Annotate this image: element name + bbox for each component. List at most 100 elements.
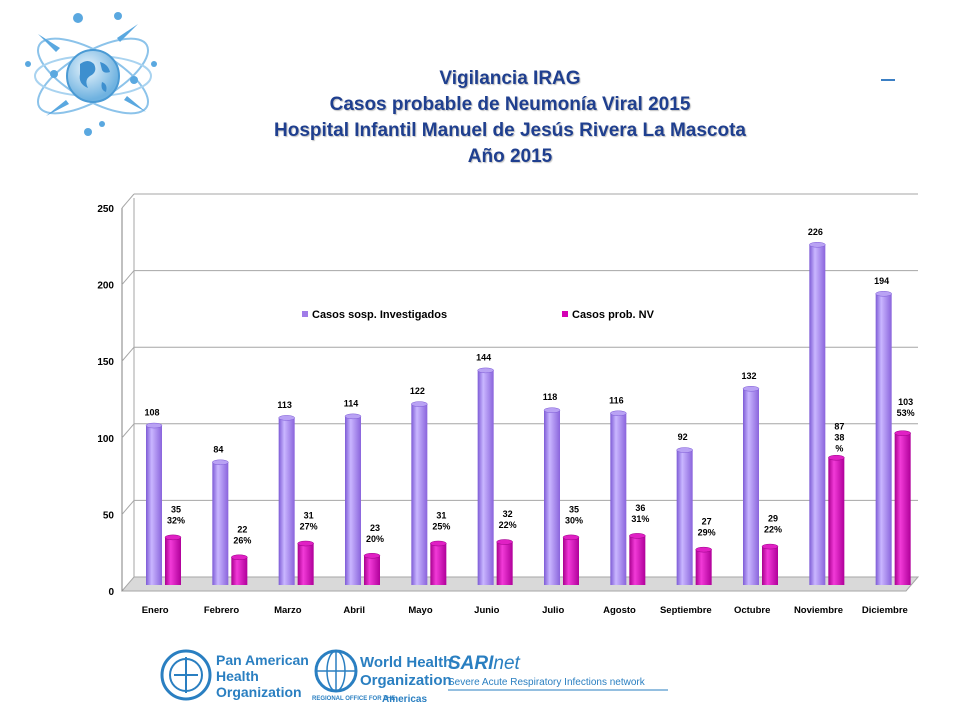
bar-prob-nv (165, 537, 181, 585)
bar-investigados (278, 417, 295, 585)
label-prob-nv: 29 (768, 514, 778, 524)
label-investigados: 194 (874, 276, 889, 286)
x-tick-label: Agosto (603, 605, 636, 616)
y-tick-label: 200 (97, 281, 114, 292)
bar-prob-nv-top (629, 533, 646, 539)
bar-prob-nv-top (164, 534, 182, 541)
gridline-diag (121, 346, 135, 362)
x-tick-label: Mayo (408, 605, 432, 616)
bar-investigados (676, 450, 693, 585)
bar-prob-nv (563, 537, 579, 585)
title-line-1: Vigilancia IRAG (439, 68, 581, 89)
label-prob-nv-percent: 29% (698, 528, 716, 538)
chart-floor (120, 576, 920, 592)
bar-investigados-top (809, 242, 826, 248)
y-tick-label: 50 (103, 510, 115, 521)
paho-emblem (160, 649, 212, 701)
label-investigados: 116 (609, 395, 624, 405)
bar-investigados-top (212, 459, 229, 466)
bar-investigados (212, 462, 229, 585)
x-tick-label: Junio (474, 605, 500, 616)
label-prob-nv: 22 (237, 524, 247, 534)
title-line-3: Hospital Infantil Manuel de Jesús Rivera… (274, 120, 746, 141)
bar-prob-nv (762, 546, 778, 585)
chart-title: Vigilancia IRAG Casos probable de Neumon… (0, 66, 960, 170)
x-tick-label: Julio (542, 605, 564, 616)
gridline-diag (121, 193, 135, 209)
label-prob-nv: 32 (503, 509, 513, 519)
label-investigados: 114 (344, 398, 359, 408)
decorative-dash (881, 79, 895, 81)
label-prob-nv: 31 (304, 511, 314, 521)
bar-prob-nv-top (894, 430, 911, 436)
x-tick-label: Abril (343, 605, 365, 616)
title-line-2: Casos probable de Neumonía Viral 2015 (329, 94, 691, 115)
bar-prob-nv-top (695, 546, 712, 553)
label-investigados: 113 (277, 400, 292, 410)
bar-investigados-top (543, 407, 561, 413)
x-tick-label: Diciembre (862, 605, 908, 616)
bar-investigados (544, 410, 560, 585)
label-prob-nv-percent: 30% (565, 515, 583, 525)
x-tick-label: Septiembre (660, 605, 712, 616)
bar-investigados-top (875, 291, 892, 297)
bar-investigados-top (610, 410, 627, 417)
bar-prob-nv-top (496, 539, 513, 545)
bar-investigados (743, 388, 759, 585)
bar-investigados (809, 244, 826, 585)
paho-line-2: Health (216, 668, 259, 684)
paho-line-1: Pan American (216, 652, 309, 668)
bar-investigados-top (145, 422, 163, 429)
sari-logo: SARInet (448, 653, 521, 674)
bar-investigados-top (344, 413, 362, 420)
y-tick-label: 100 (97, 434, 114, 445)
x-tick-label: Enero (142, 605, 169, 616)
sari-logo-a: SARI (448, 653, 494, 674)
bar-investigados (345, 416, 361, 585)
label-prob-nv: 31 (436, 511, 446, 521)
footer-logos: Pan American Health Organization World H… (160, 649, 668, 705)
world-atom-logo (25, 12, 157, 136)
who-emblem (314, 649, 358, 693)
label-prob-nv-percent: 22% (499, 520, 517, 530)
label-prob-nv: 103 (898, 397, 913, 407)
label-investigados: 84 (213, 444, 223, 454)
y-tick-label: 150 (97, 357, 114, 368)
legend-label-investigados: Casos sosp. Investigados (312, 309, 447, 321)
label-prob-nv-percent: 27% (300, 522, 318, 532)
label-prob-nv-percent: 26% (233, 535, 251, 545)
label-prob-nv: 36 (635, 503, 645, 513)
who-line-1: World Health (360, 654, 452, 671)
who-region-americas: Americas (382, 694, 427, 705)
sari-logo-b: net (493, 653, 520, 674)
bar-prob-nv-top (761, 543, 779, 550)
who-line-2: Organization (360, 672, 452, 689)
gridline-diag (121, 423, 135, 439)
label-prob-nv-percent: 31% (631, 514, 649, 524)
label-prob-nv-percent: 22% (764, 525, 782, 535)
gridline-diag (121, 500, 135, 515)
y-tick-label: 250 (97, 204, 114, 215)
label-prob-nv: 27 (702, 517, 712, 527)
title-line-4: Año 2015 (467, 146, 553, 167)
x-tick-label: Noviembre (794, 605, 843, 616)
label-prob-nv-percent: 25% (432, 522, 450, 532)
bar-prob-nv (828, 457, 845, 585)
bar-investigados-top (411, 401, 428, 407)
bar-prob-nv (695, 549, 712, 585)
label-prob-nv-percent: 20% (366, 534, 384, 544)
label-prob-nv-percent: 38 (834, 433, 844, 443)
bar-investigados (477, 370, 494, 585)
label-prob-nv: 35 (171, 504, 181, 514)
bar-investigados-top (477, 367, 494, 374)
x-tick-label: Febrero (204, 605, 240, 616)
bar-investigados-top (676, 447, 693, 453)
bar-prob-nv (231, 557, 248, 585)
bar-investigados (875, 293, 892, 585)
label-prob-nv: 23 (370, 523, 380, 533)
label-prob-nv: 87 (834, 422, 844, 432)
bar-prob-nv-top (231, 554, 248, 561)
label-investigados: 144 (476, 352, 491, 362)
y-tick-label: 0 (108, 587, 114, 598)
paho-line-3: Organization (216, 684, 302, 700)
